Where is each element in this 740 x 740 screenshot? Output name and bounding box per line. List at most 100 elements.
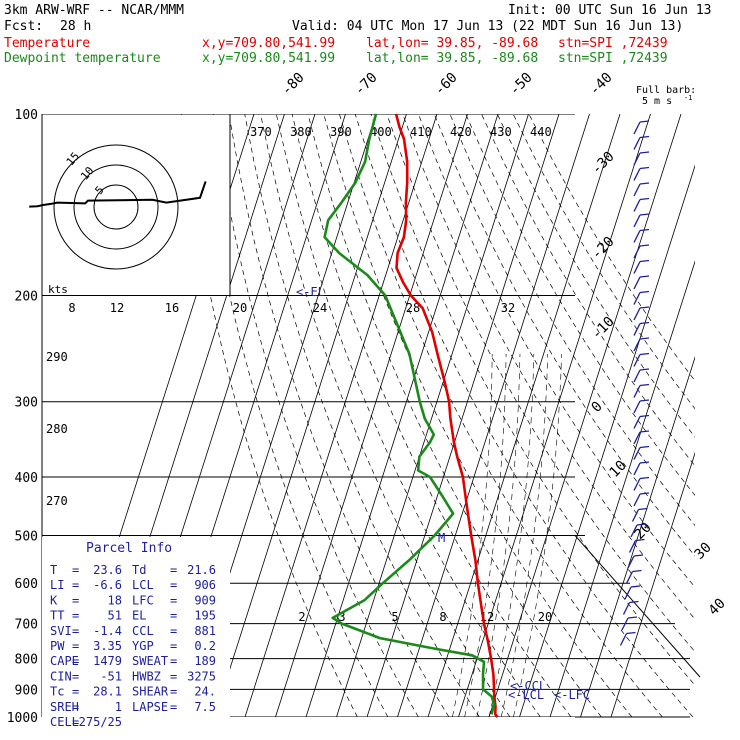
parcel-value: = <box>170 669 177 683</box>
isotherm <box>458 114 651 717</box>
parcel-value: 275/25 <box>79 715 122 729</box>
parcel-value: 24. <box>194 685 216 699</box>
parcel-value: = <box>170 700 177 714</box>
isotherm <box>610 451 695 717</box>
isotherm <box>305 114 499 717</box>
parcel-value: = <box>170 563 177 577</box>
parcel-value: = <box>72 609 79 623</box>
pressure-label: 300 <box>15 396 38 411</box>
wind-barb <box>630 523 647 538</box>
parcel-value: CAPE <box>50 654 79 668</box>
fcst-label: Fcst: <box>4 19 43 34</box>
mixing-ratio-label: 8 <box>68 301 75 315</box>
dewpoint-xy: x,y=709.80,541.99 <box>202 51 335 66</box>
parcel-value: -1.4 <box>93 624 122 638</box>
parcel-value: SWEAT <box>132 654 168 668</box>
level-mark: <-CCL <box>510 679 546 693</box>
wind-barb <box>625 569 642 584</box>
mixing-ratio-label: 28 <box>406 301 420 315</box>
parcel-value: = <box>170 593 177 607</box>
pressure-label: 400 <box>15 471 38 486</box>
parcel-value: = <box>72 578 79 592</box>
dry-adiabat <box>370 114 695 686</box>
parcel-value: LCL <box>132 578 154 592</box>
parcel-value: CCL <box>132 624 154 638</box>
parcel-value: 28.1 <box>93 685 122 699</box>
parcel-value: SVI <box>50 624 72 638</box>
parcel-value: = <box>170 578 177 592</box>
valid-time: Valid: 04 UTC Mon 17 Jun 13 (22 MDT Sun … <box>292 19 683 34</box>
temperature-station: stn=SPI ,72439 <box>558 36 668 51</box>
parcel-value: 51 <box>108 609 122 623</box>
parcel-value: = <box>72 624 79 638</box>
wind-barb <box>633 135 650 150</box>
dewpoint-latlon: lat,lon= 39.85, -89.68 <box>366 51 538 66</box>
mixing-ratio-label: 8 <box>439 610 446 624</box>
header: 3km ARW-WRF -- NCAR/MMM Init: 00 UTC Sun… <box>4 3 712 66</box>
temperature-legend: Temperature <box>4 36 90 51</box>
parcel-value: Td <box>132 563 146 577</box>
theta-label: 400 <box>370 125 392 139</box>
barb-legend: Full barb: 5 m s -1 <box>636 85 696 107</box>
init-time: Init: 00 UTC Sun 16 Jun 13 <box>508 3 712 18</box>
mixing-ratio-label: 2 <box>298 610 305 624</box>
dry-adiabat <box>307 114 602 717</box>
barb-legend-value: 5 m s <box>642 96 672 107</box>
theta-label: 420 <box>450 125 472 139</box>
level-mark: <-LCL <box>508 688 544 702</box>
dry-adiabat <box>418 114 695 588</box>
isotherm <box>427 114 621 717</box>
parcel-value: SREH <box>50 700 79 714</box>
pressure-label: 900 <box>15 683 38 698</box>
mixing-ratio-label: 24 <box>313 301 327 315</box>
parcel-value: = <box>72 639 79 653</box>
wind-barb <box>631 507 648 522</box>
wind-barb <box>633 430 650 445</box>
wind-barb <box>633 259 650 274</box>
dry-adiabat <box>260 114 511 717</box>
wind-barb <box>633 461 650 476</box>
parcel-value: 23.6 <box>93 563 122 577</box>
moist-adiabat <box>488 353 535 717</box>
parcel-value: HWBZ <box>132 669 161 683</box>
parcel-value: CIN <box>50 669 72 683</box>
pressure-label: 1000 <box>7 711 38 726</box>
dry-adiabat <box>339 114 663 717</box>
parcel-value: LI <box>50 578 64 592</box>
parcel-value: 1 <box>115 700 122 714</box>
parcel-value: = <box>170 654 177 668</box>
parcel-value: 0.2 <box>194 639 216 653</box>
wind-barb <box>633 213 650 228</box>
wind-barb <box>633 228 650 243</box>
isotherm <box>580 356 695 717</box>
wind-barb <box>633 368 650 383</box>
theta-side-label: 280 <box>46 422 68 436</box>
parcel-value: 1479 <box>93 654 122 668</box>
wind-barb <box>633 414 650 429</box>
theta-label: 390 <box>330 125 352 139</box>
pressure-label: 500 <box>15 529 38 544</box>
wind-barb <box>624 585 641 600</box>
parcel-value: = <box>72 700 79 714</box>
parcel-value: 21.6 <box>187 563 216 577</box>
mixing-ratio-label: 5 <box>391 610 398 624</box>
dry-adiabat <box>291 114 572 717</box>
level-mark: M <box>438 531 445 545</box>
wind-barb <box>633 321 650 336</box>
moist-adiabat <box>452 353 493 717</box>
parcel-value: = <box>72 669 79 683</box>
wind-barb <box>633 383 650 398</box>
parcel-value: 195 <box>194 609 216 623</box>
parcel-rows: T = 23.6 Td = 21.6 LI = -6.6 LCL = 906 K = 18 LFC = 909 TT… <box>50 563 216 729</box>
wind-barb <box>627 554 644 569</box>
wind-barb <box>633 337 650 352</box>
wind-barb <box>633 290 650 305</box>
dry-adiabat <box>386 114 695 653</box>
temperature-profile <box>394 113 499 718</box>
parcel-value: PW <box>50 639 65 653</box>
wind-barbs <box>619 120 650 646</box>
wind-barb <box>633 352 650 367</box>
parcel-info: Parcel Info T = 23.6 Td = 21.6 LI = -6.6 LCL = 906 K… <box>42 537 230 729</box>
